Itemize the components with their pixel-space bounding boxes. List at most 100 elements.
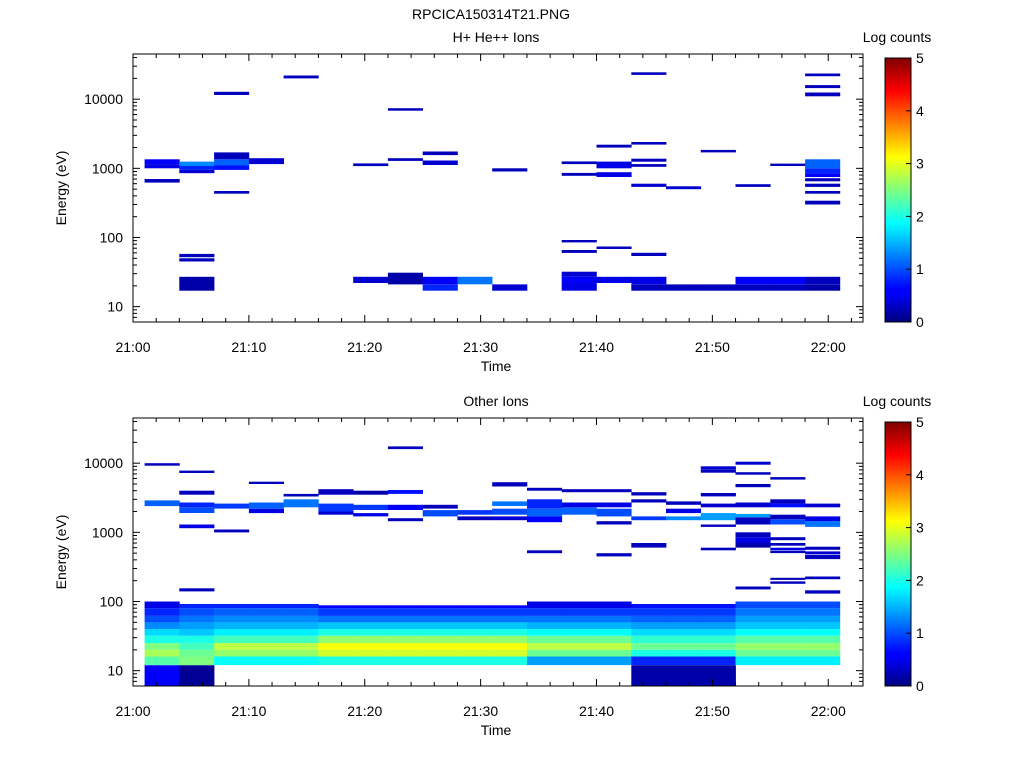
heatmap-cell	[214, 165, 250, 170]
heatmap-cell	[318, 649, 354, 657]
x-axis-label: Time	[481, 722, 512, 738]
heatmap-cell	[735, 461, 771, 465]
heatmap-cell	[805, 601, 841, 609]
heatmap-cell	[700, 629, 736, 636]
heatmap-cell	[457, 608, 493, 616]
colorbar-tick-label: 2	[916, 208, 924, 224]
heatmap-cell	[735, 472, 771, 475]
heatmap-cell	[387, 608, 423, 616]
heatmap-cell	[596, 502, 632, 508]
heatmap-cell	[457, 510, 493, 515]
x-tick-label: 21:10	[231, 339, 266, 355]
heatmap-cell	[700, 643, 736, 650]
heatmap-cell	[561, 283, 597, 291]
x-axis: 21:00 21:10 21:20 21:30 21:40 21:50 22:00 Time	[115, 54, 852, 374]
heatmap-cell	[735, 537, 771, 543]
heatmap-cell	[179, 166, 215, 170]
heatmap-cell	[353, 649, 389, 657]
heatmap-cell	[387, 504, 423, 510]
heatmap-cell	[318, 489, 354, 495]
heatmap-cell	[596, 246, 632, 249]
colorbar-tick-label: 0	[916, 678, 924, 694]
heatmap-cell	[144, 463, 180, 466]
heatmap-cell	[492, 501, 528, 506]
x-axis: 21:00 21:10 21:20 21:30 21:40 21:50 22:00 Time	[115, 418, 852, 738]
heatmap-cell	[492, 643, 528, 650]
heatmap-cell	[179, 604, 215, 609]
heatmap-cell	[561, 601, 597, 609]
heatmap-cell	[457, 649, 493, 657]
heatmap-cell	[561, 608, 597, 616]
heatmap-cell	[631, 604, 667, 609]
heatmap-cell	[144, 635, 180, 644]
heatmap-cell	[735, 615, 771, 623]
heatmap-cell	[353, 643, 389, 650]
heatmap-cell	[144, 500, 180, 507]
heatmap-cell	[179, 608, 215, 616]
heatmap-cell	[666, 635, 702, 644]
heatmap-cell	[561, 615, 597, 623]
heatmap-cell	[387, 278, 423, 285]
heatmap-cell	[179, 276, 215, 291]
heatmap-cell	[770, 629, 806, 636]
panel-title: Other Ions	[463, 393, 528, 409]
heatmap-cell	[735, 608, 771, 616]
heatmap-cell	[770, 601, 806, 609]
heatmap-cell	[735, 586, 771, 590]
y-axis: 10 100 1000 10000 Energy (eV)	[53, 421, 863, 687]
heatmap-cell	[666, 284, 702, 291]
heatmap-cell	[422, 504, 458, 509]
heatmap-cell	[631, 492, 667, 496]
colorbar-tick-label: 4	[916, 467, 924, 483]
heatmap-cell	[805, 555, 841, 560]
heatmap-cell	[214, 643, 250, 650]
heatmap-cell	[735, 284, 771, 291]
heatmap-cell	[214, 91, 250, 95]
heatmap-cell	[353, 513, 389, 517]
heatmap-cell	[283, 629, 319, 636]
heatmap-cell	[179, 253, 215, 258]
heatmap-cell	[144, 649, 180, 657]
heatmap-cell	[805, 608, 841, 616]
heatmap-cell	[318, 615, 354, 623]
heatmap-cell	[596, 276, 632, 283]
colorbar: Log counts 0 1 2 3 4 5	[863, 393, 932, 694]
heatmap-cell	[700, 656, 736, 666]
heatmap-cell	[179, 665, 215, 686]
heatmap-cell	[735, 656, 771, 666]
heatmap-cell	[700, 622, 736, 629]
heatmap-cell	[770, 477, 806, 480]
heatmap-cell	[596, 553, 632, 557]
heatmap-cell	[666, 508, 702, 514]
heatmap-cell	[631, 276, 667, 285]
heatmap-cell	[353, 622, 389, 629]
heatmap-cell	[457, 629, 493, 636]
heatmap-cell	[735, 276, 771, 285]
heatmap-cell	[770, 163, 806, 166]
heatmap-cell	[805, 635, 841, 644]
heatmap-cell	[700, 149, 736, 153]
heatmap-cell	[248, 615, 284, 623]
heatmap-cell	[770, 649, 806, 657]
heatmap-cell	[700, 469, 736, 473]
heatmap-cell	[492, 635, 528, 644]
heatmap-cell	[387, 490, 423, 494]
heatmap-cell	[805, 178, 841, 182]
heatmap-cell	[805, 590, 841, 594]
heatmap-cell	[144, 615, 180, 623]
heatmap-cell	[248, 502, 284, 509]
colorbar-tick-label: 3	[916, 156, 924, 172]
heatmap-cell	[700, 547, 736, 551]
heatmap-cell	[770, 543, 806, 546]
heatmap-cell	[805, 85, 841, 89]
heatmap-cell	[805, 649, 841, 657]
heatmap-cell	[492, 168, 528, 172]
heatmap-cell	[144, 164, 180, 169]
heatmap-cell	[248, 608, 284, 616]
heatmap-cell	[666, 516, 702, 521]
heatmap-cell	[457, 276, 493, 285]
x-tick-label: 21:30	[463, 703, 498, 719]
heatmap-cell	[770, 514, 806, 520]
x-axis-label: Time	[481, 358, 512, 374]
heatmap-cell	[805, 576, 841, 580]
